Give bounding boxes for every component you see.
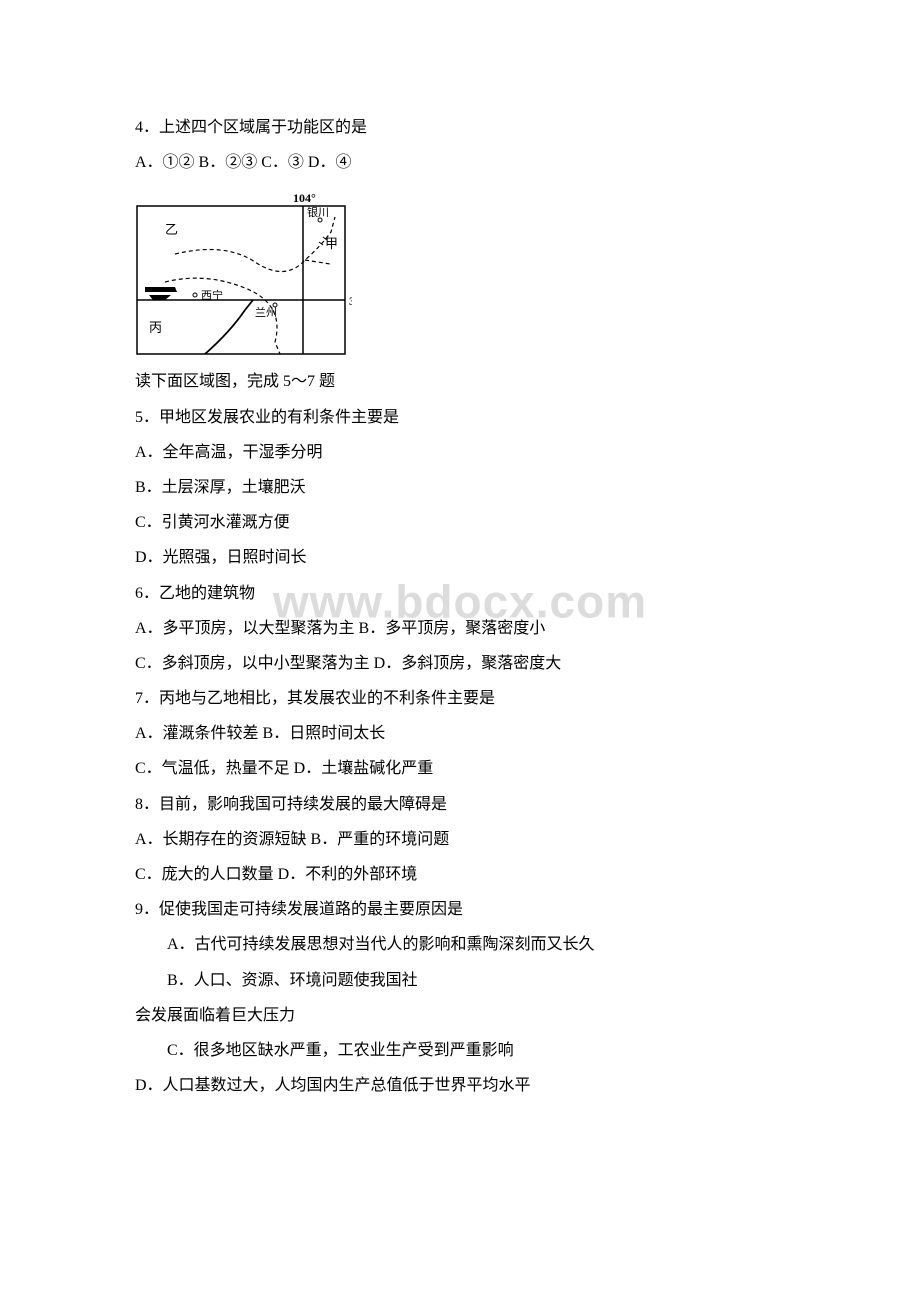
q5-optD: D．光照强，日照时间长 [135, 540, 785, 575]
q8-line2: C．庞大的人口数量 D．不利的外部环境 [135, 857, 785, 892]
q5-optC: C．引黄河水灌溉方便 [135, 505, 785, 540]
q9-optB: B．人口、资源、环境问题使我国社 [135, 963, 785, 998]
q9-optC: C．很多地区缺水严重，工农业生产受到严重影响 [135, 1033, 785, 1068]
q4-stem: 4．上述四个区域属于功能区的是 [135, 110, 785, 145]
q6-line1: A．多平顶房，以大型聚落为主 B．多平顶房，聚落密度小 [135, 611, 785, 646]
q9-optB-cont: 会发展面临着巨大压力 [135, 998, 785, 1033]
map-figure: 104° 36° 银川 西宁 兰州 乙 甲 丙 [135, 192, 352, 356]
q4-options: A．①② B．②③ C．③ D．④ [135, 145, 785, 180]
map-area-bing: 丙 [149, 320, 162, 335]
q5-stem: 5．甲地区发展农业的有利条件主要是 [135, 400, 785, 435]
map-city-yinchuan: 银川 [307, 205, 329, 219]
q5-optB: B．土层深厚，土壤肥沃 [135, 470, 785, 505]
q9-stem: 9．促使我国走可持续发展道路的最主要原因是 [135, 892, 785, 927]
q7-line2: C．气温低，热量不足 D．土壤盐碱化严重 [135, 751, 785, 786]
q6-line2: C．多斜顶房，以中小型聚落为主 D．多斜顶房，聚落密度大 [135, 646, 785, 681]
map-label-104: 104° [293, 192, 316, 205]
q7-line1: A．灌溉条件较差 B．日照时间太长 [135, 716, 785, 751]
map-city-lanzhou: 兰州 [255, 306, 277, 319]
intro-5-7: 读下面区域图，完成 5～7 题 [135, 364, 785, 399]
q7-stem: 7．丙地与乙地相比，其发展农业的不利条件主要是 [135, 681, 785, 716]
q9-optD: D．人口基数过大，人均国内生产总值低于世界平均水平 [135, 1068, 785, 1103]
document-content: 4．上述四个区域属于功能区的是 A．①② B．②③ C．③ D．④ [135, 110, 785, 1103]
q8-stem: 8．目前，影响我国可持续发展的最大障碍是 [135, 787, 785, 822]
map-label-36: 36° [349, 294, 352, 308]
map-area-jia: 甲 [325, 236, 338, 251]
q8-line1: A．长期存在的资源短缺 B．严重的环境问题 [135, 822, 785, 857]
q9-optA: A．古代可持续发展思想对当代人的影响和熏陶深刻而又长久 [135, 927, 785, 962]
map-area-yi: 乙 [165, 222, 178, 237]
map-city-xining: 西宁 [201, 288, 223, 302]
q6-stem: 6．乙地的建筑物 [135, 576, 785, 611]
q5-optA: A．全年高温，干湿季分明 [135, 435, 785, 470]
